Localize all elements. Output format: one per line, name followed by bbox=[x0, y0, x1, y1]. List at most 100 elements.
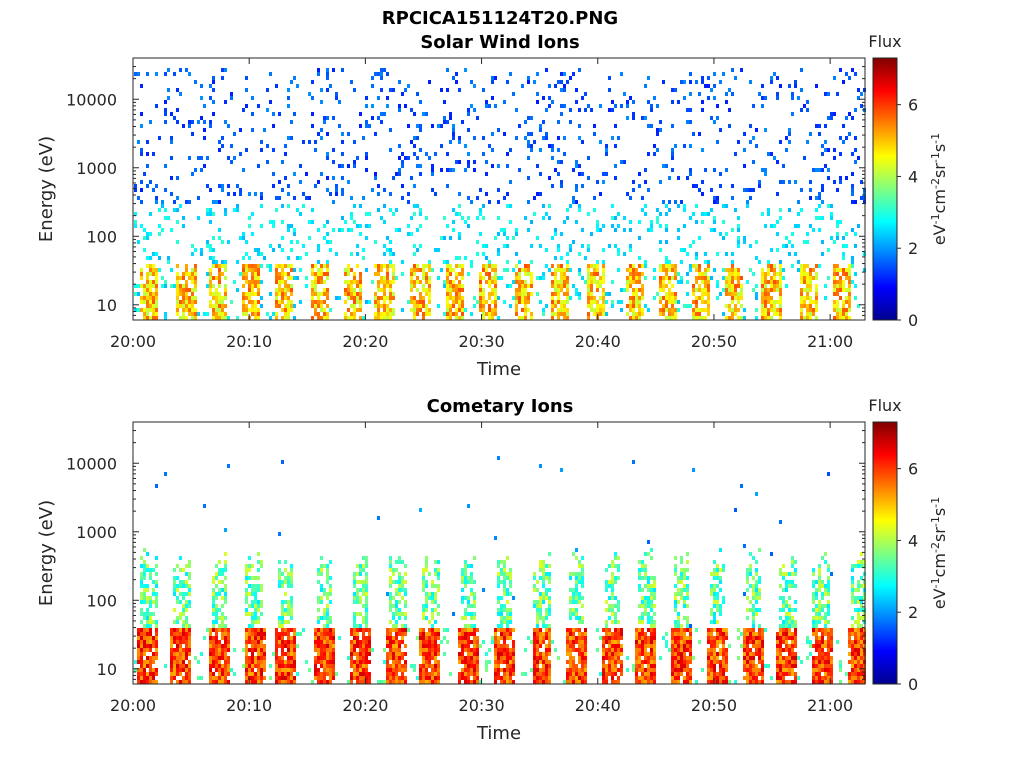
heatmap-cell bbox=[269, 264, 272, 268]
heatmap-cell bbox=[578, 164, 581, 168]
panel-solar-wind: Solar Wind Ions 20:00 20:10 20:20 20:30 20:4… bbox=[36, 32, 949, 380]
heatmap-cell bbox=[311, 292, 314, 296]
heatmap-cell bbox=[299, 268, 302, 272]
heatmap-cell bbox=[242, 300, 245, 304]
heatmap-cell bbox=[731, 312, 734, 316]
heatmap-cell bbox=[293, 680, 296, 684]
heatmap-cell bbox=[458, 232, 461, 236]
y-tick-label: 10 bbox=[97, 296, 117, 315]
heatmap-cell bbox=[668, 276, 671, 280]
heatmap-cell bbox=[557, 264, 560, 268]
heatmap-cell bbox=[422, 640, 425, 644]
heatmap-cell bbox=[779, 280, 782, 284]
heatmap-cell bbox=[284, 264, 287, 268]
heatmap-cell bbox=[815, 284, 818, 288]
heatmap-cell bbox=[503, 652, 506, 656]
heatmap-cell bbox=[560, 104, 563, 108]
heatmap-cell bbox=[422, 644, 425, 648]
heatmap-cell bbox=[485, 264, 488, 268]
heatmap-cell bbox=[578, 204, 581, 208]
heatmap-cell bbox=[281, 624, 284, 628]
heatmap-cell bbox=[137, 648, 140, 652]
heatmap-cell bbox=[209, 84, 212, 88]
heatmap-cell bbox=[560, 232, 563, 236]
heatmap-cell bbox=[458, 652, 461, 656]
heatmap-cell bbox=[731, 268, 734, 272]
heatmap-cell bbox=[155, 312, 158, 316]
heatmap-cell bbox=[437, 652, 440, 656]
heatmap-cell bbox=[503, 668, 506, 672]
heatmap-cell bbox=[467, 632, 470, 636]
heatmap-cell bbox=[317, 652, 320, 656]
heatmap-cell bbox=[800, 292, 803, 296]
heatmap-cell bbox=[560, 88, 563, 92]
heatmap-cell bbox=[392, 264, 395, 268]
heatmap-cell bbox=[650, 124, 653, 128]
heatmap-cell bbox=[380, 88, 383, 92]
heatmap-cell bbox=[230, 144, 233, 148]
heatmap-cell bbox=[725, 204, 728, 208]
heatmap-cell bbox=[365, 592, 368, 596]
heatmap-cell bbox=[767, 300, 770, 304]
heatmap-cell bbox=[389, 664, 392, 668]
heatmap-cell bbox=[854, 160, 857, 164]
heatmap-cell bbox=[566, 268, 569, 272]
heatmap-cell bbox=[182, 612, 185, 616]
heatmap-cell bbox=[281, 644, 284, 648]
heatmap-cell bbox=[389, 648, 392, 652]
heatmap-cell bbox=[800, 316, 803, 320]
heatmap-cell bbox=[806, 100, 809, 104]
heatmap-cell bbox=[224, 560, 227, 564]
heatmap-cell bbox=[836, 280, 839, 284]
heatmap-cell bbox=[545, 108, 548, 112]
heatmap-cell bbox=[398, 648, 401, 652]
heatmap-cell bbox=[584, 660, 587, 664]
heatmap-cell bbox=[374, 176, 377, 180]
heatmap-cell bbox=[755, 256, 758, 260]
heatmap-cell bbox=[566, 252, 569, 256]
heatmap-cell bbox=[563, 284, 566, 288]
heatmap-cell bbox=[242, 284, 245, 288]
heatmap-cell bbox=[536, 192, 539, 196]
heatmap-cell bbox=[461, 288, 464, 292]
heatmap-cell bbox=[221, 636, 224, 640]
heatmap-cell bbox=[248, 640, 251, 644]
heatmap-cell bbox=[461, 572, 464, 576]
heatmap-cell bbox=[701, 192, 704, 196]
heatmap-cell bbox=[281, 612, 284, 616]
heatmap-cell bbox=[350, 680, 353, 684]
heatmap-cell bbox=[458, 656, 461, 660]
heatmap-cell bbox=[473, 664, 476, 668]
heatmap-cell bbox=[317, 304, 320, 308]
heatmap-cell bbox=[701, 212, 704, 216]
heatmap-cell bbox=[488, 272, 491, 276]
heatmap-cell bbox=[494, 272, 497, 276]
heatmap-cell bbox=[392, 628, 395, 632]
heatmap-cell bbox=[233, 280, 236, 284]
heatmap-cell bbox=[575, 680, 578, 684]
heatmap-cell bbox=[464, 628, 467, 632]
heatmap-cell bbox=[497, 128, 500, 132]
heatmap-cell bbox=[278, 616, 281, 620]
heatmap-cell bbox=[317, 680, 320, 684]
heatmap-cell bbox=[548, 664, 551, 668]
heatmap-cell bbox=[527, 228, 530, 232]
heatmap-cell bbox=[332, 652, 335, 656]
heatmap-cell bbox=[176, 596, 179, 600]
heatmap-cell bbox=[248, 672, 251, 676]
heatmap-cell bbox=[140, 284, 143, 288]
heatmap-cell bbox=[212, 76, 215, 80]
heatmap-cell bbox=[365, 624, 368, 628]
heatmap-cell bbox=[248, 628, 251, 632]
heatmap-cell bbox=[236, 204, 239, 208]
heatmap-cell bbox=[605, 580, 608, 584]
heatmap-cell bbox=[377, 116, 380, 120]
heatmap-cell bbox=[323, 120, 326, 124]
heatmap-cell bbox=[371, 84, 374, 88]
heatmap-cell bbox=[806, 316, 809, 320]
heatmap-cell bbox=[143, 576, 146, 580]
heatmap-cell bbox=[251, 640, 254, 644]
heatmap-cell bbox=[578, 680, 581, 684]
heatmap-cell bbox=[137, 656, 140, 660]
heatmap-cell bbox=[464, 644, 467, 648]
